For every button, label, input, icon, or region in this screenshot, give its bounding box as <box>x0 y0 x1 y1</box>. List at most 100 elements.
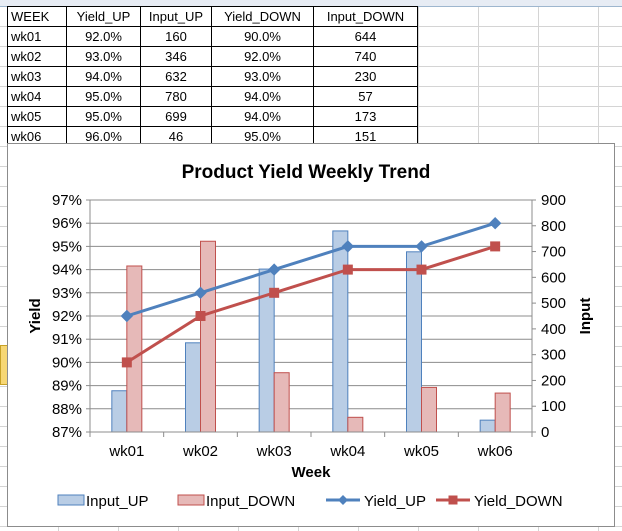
table-cell[interactable]: 780 <box>140 86 212 107</box>
table-cell[interactable]: 94.0% <box>211 106 314 127</box>
table-row: wk05 95.0% 699 94.0% 173 <box>7 106 418 127</box>
point-yield-down <box>490 241 501 252</box>
y2-tick-label: 400 <box>541 321 566 338</box>
legend-swatch <box>177 494 205 506</box>
column-header[interactable]: Yield_UP <box>66 6 141 27</box>
point-yield-up <box>488 216 502 230</box>
y2-tick-label: 0 <box>541 424 549 441</box>
chart-area[interactable]: 87% 88% 89% 90% 91% 92% 93% 94% 95% 96% 97% 0 100 200… <box>7 143 615 527</box>
legend-label: Yield_DOWN <box>474 493 563 510</box>
table-cell[interactable]: wk03 <box>7 66 67 87</box>
table-row: wk04 95.0% 780 94.0% 57 <box>7 86 418 107</box>
y-tick-label: 94% <box>52 262 82 279</box>
legend-label: Input_UP <box>86 493 149 510</box>
table-cell[interactable]: 94.0% <box>66 66 141 87</box>
chart-title: Product Yield Weekly Trend <box>182 162 431 183</box>
table-cell[interactable]: 95.0% <box>66 106 141 127</box>
y-tick-label: 88% <box>52 401 82 418</box>
x-tick-label: wk03 <box>256 443 292 460</box>
point-yield-up <box>341 240 355 253</box>
y-axis-label: Yield <box>27 298 44 333</box>
x-tick-label: wk04 <box>329 443 365 460</box>
point-yield-up <box>415 240 428 253</box>
table-cell[interactable]: 92.0% <box>66 26 141 47</box>
table-cell[interactable]: 644 <box>313 26 418 47</box>
table-cell[interactable]: 96.0% <box>66 126 141 147</box>
table-cell[interactable]: 90.0% <box>211 26 314 47</box>
data-table: WEEK Yield_UP Input_UP Yield_DOWN Input_DOWN… <box>7 6 418 147</box>
line-yield-down <box>126 244 496 364</box>
y2-tick-label: 900 <box>541 192 566 209</box>
point-yield-down <box>342 264 353 275</box>
y-tick-label: 93% <box>52 285 82 302</box>
table-cell[interactable]: 632 <box>140 66 212 87</box>
column-header[interactable]: Yield_DOWN <box>211 6 314 27</box>
table-row: wk01 92.0% 160 90.0% 644 <box>7 26 418 47</box>
table-row: wk06 96.0% 46 95.0% 151 <box>7 126 418 147</box>
legend-swatch <box>57 494 85 506</box>
x-tick-label: wk02 <box>182 443 218 460</box>
table-cell[interactable]: 346 <box>140 46 212 67</box>
table-cell[interactable]: 160 <box>140 26 212 47</box>
table-cell[interactable]: 699 <box>140 106 212 127</box>
bar-input-down <box>200 240 216 433</box>
y-tick-label: 90% <box>52 354 82 371</box>
column-header[interactable]: Input_UP <box>140 6 212 27</box>
point-yield-down <box>121 357 132 368</box>
legend-item-input-up: Input_UP <box>57 493 149 510</box>
y2-tick-label: 200 <box>541 372 566 389</box>
table-cell[interactable]: 93.0% <box>211 66 314 87</box>
table-cell[interactable]: 57 <box>313 86 418 107</box>
point-yield-down <box>269 287 280 298</box>
point-yield-up <box>194 286 207 300</box>
point-yield-up <box>267 263 281 276</box>
table-cell[interactable]: 173 <box>313 106 418 127</box>
y-tick-label: 92% <box>52 308 82 325</box>
bar-input-up <box>406 251 422 433</box>
legend-marker <box>338 495 348 505</box>
table-cell[interactable]: 93.0% <box>66 46 141 67</box>
line-yield-up <box>126 221 496 318</box>
y2-tick-label: 100 <box>541 398 566 415</box>
legend-label: Input_DOWN <box>206 493 295 510</box>
table-row: wk02 93.0% 346 92.0% 740 <box>7 46 418 67</box>
y2-tick-label: 500 <box>541 295 566 312</box>
table-cell[interactable]: 230 <box>313 66 418 87</box>
table-cell[interactable]: wk05 <box>7 106 67 127</box>
column-header[interactable]: WEEK <box>7 6 67 27</box>
legend-item-yield-down: Yield_DOWN <box>436 493 563 510</box>
y2-tick-label: 600 <box>541 269 566 286</box>
table-cell[interactable]: 94.0% <box>211 86 314 107</box>
table-row: wk03 94.0% 632 93.0% 230 <box>7 66 418 87</box>
point-yield-down <box>416 264 427 275</box>
bar-input-down <box>347 416 364 433</box>
legend-label: Yield_UP <box>364 493 426 510</box>
bar-input-down <box>421 386 437 433</box>
table-cell[interactable]: wk04 <box>7 86 67 107</box>
bar-input-down <box>273 372 290 433</box>
x-tick-label: wk05 <box>403 443 439 460</box>
table-cell[interactable]: 92.0% <box>211 46 314 67</box>
legend-item-yield-up: Yield_UP <box>326 493 426 510</box>
x-tick-label: wk01 <box>108 443 144 460</box>
column-header[interactable]: Input_DOWN <box>313 6 418 27</box>
point-yield-up <box>120 309 134 323</box>
y-tick-label: 89% <box>52 378 82 395</box>
bar-input-up <box>479 419 496 433</box>
table-cell[interactable]: 740 <box>313 46 418 67</box>
y2-tick-label: 700 <box>541 244 566 261</box>
legend-item-input-down: Input_DOWN <box>177 493 295 510</box>
table-cell[interactable]: 95.0% <box>66 86 141 107</box>
table-header-row: WEEK Yield_UP Input_UP Yield_DOWN Input_DOWN <box>7 6 418 27</box>
point-yield-down <box>195 311 206 321</box>
table-cell[interactable]: wk02 <box>7 46 67 67</box>
bar-input-up <box>332 230 349 433</box>
table-cell[interactable]: wk01 <box>7 26 67 47</box>
bar-input-up <box>111 390 128 433</box>
y2-axis-label: Input <box>577 298 594 335</box>
bar-input-down <box>494 392 511 433</box>
x-axis-label: Week <box>292 464 332 481</box>
y-tick-label: 96% <box>52 215 82 232</box>
bar-input-up <box>185 342 201 433</box>
combo-chart: 87% 88% 89% 90% 91% 92% 93% 94% 95% 96% 97% 0 100 200… <box>27 162 594 510</box>
